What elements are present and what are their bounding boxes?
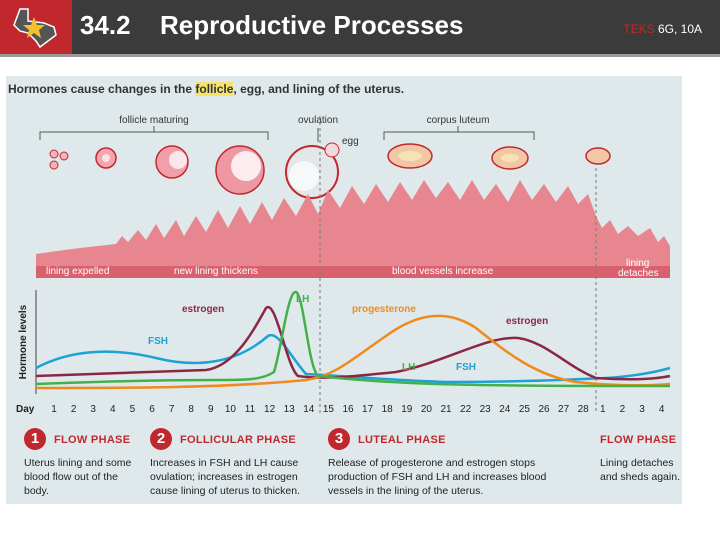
day-tick-label: 5 <box>130 404 136 415</box>
slide-header: 34.2 Reproductive Processes TEKS 6G, 10A <box>0 0 720 54</box>
day-tick-label: 13 <box>284 404 296 415</box>
day-tick-label: 28 <box>578 404 590 415</box>
follicle-medium-antrum <box>169 151 187 169</box>
label-progesterone: progesterone <box>352 304 416 315</box>
day-tick-label: 11 <box>245 404 256 415</box>
cycle-diagram: follicle maturing ovulation egg corpus l… <box>16 115 671 415</box>
day-tick-label: 12 <box>264 404 276 415</box>
figure-title: Hormones cause changes in the follicle, … <box>8 82 404 96</box>
label-lh-late: LH <box>402 362 415 373</box>
day-tick-label: 14 <box>303 404 315 415</box>
follicle-small-oocyte <box>102 154 110 162</box>
label-follicle-maturing: follicle maturing <box>119 115 188 126</box>
phase-2-number: 2 <box>150 428 172 450</box>
label-estrogen-early: estrogen <box>182 304 224 315</box>
corpus-luteum-medium-center <box>501 154 519 162</box>
header-logo-panel <box>0 0 72 54</box>
follicle-bracket <box>39 131 269 140</box>
label-new-lining-thickens: new lining thickens <box>174 266 258 277</box>
day-tick-label: 1 <box>51 404 57 415</box>
figure-title-end: , egg, and lining of the uterus. <box>233 82 405 96</box>
label-ovulation: ovulation <box>298 115 338 126</box>
figure-title-highlight: follicle <box>195 82 234 96</box>
day-tick-label: 20 <box>421 404 433 415</box>
label-estrogen-late: estrogen <box>506 316 548 327</box>
day-tick-label: 4 <box>110 404 116 415</box>
phase-1-description: Uterus lining and some blood flow out of… <box>24 457 132 497</box>
phase-2-description: Increases in FSH and LH cause ovulation;… <box>150 457 301 497</box>
follicle-large-antrum <box>231 151 261 181</box>
day-tick-label: 10 <box>225 404 237 415</box>
day-tick-label: 9 <box>208 404 214 415</box>
phase-1-title: FLOW PHASE <box>54 434 131 446</box>
day-tick-label: 8 <box>188 404 194 415</box>
follicle-tiny-2 <box>59 151 69 161</box>
follicle-ruptured-center <box>289 161 319 191</box>
label-blood-vessels-increase: blood vessels increase <box>392 266 494 277</box>
corpus-luteum-bracket <box>383 131 535 140</box>
day-tick-label: 21 <box>440 404 452 415</box>
header-divider <box>0 54 720 57</box>
label-lining-expelled: lining expelled <box>46 266 109 277</box>
progesterone-curve <box>35 314 671 390</box>
teks-word: TEKS <box>623 22 655 36</box>
day-tick-label: 23 <box>480 404 492 415</box>
phase-3-title: LUTEAL PHASE <box>358 434 446 446</box>
day-tick-label: 25 <box>519 404 531 415</box>
teks-label: TEKS 6G, 10A <box>623 22 702 36</box>
day-tick-label: 26 <box>538 404 550 415</box>
label-egg: egg <box>342 136 359 147</box>
phase-4-description: Lining detaches and sheds again. <box>600 457 680 483</box>
phase-2-title: FOLLICULAR PHASE <box>180 434 297 446</box>
released-egg <box>324 142 340 158</box>
day-tick-label: 7 <box>169 404 175 415</box>
day-tick-label: 3 <box>90 404 96 415</box>
day-tick-label: 6 <box>149 404 155 415</box>
corpus-luteum-stages <box>387 143 611 170</box>
label-fsh-early: FSH <box>148 336 168 347</box>
texas-logo-icon <box>13 8 57 49</box>
day-tick-label: 24 <box>499 404 511 415</box>
day-tick-label: 2 <box>71 404 77 415</box>
phase-1-number: 1 <box>24 428 46 450</box>
follicle-tiny-1 <box>49 149 59 159</box>
label-lining-detaches-2: detaches <box>618 268 659 279</box>
follicle-stages <box>49 142 340 199</box>
phase-3-number: 3 <box>328 428 350 450</box>
lh-curve <box>35 290 671 388</box>
label-lining-detaches-1: lining <box>626 258 649 269</box>
day-tick-label: 16 <box>342 404 354 415</box>
figure-title-start: Hormones cause changes in the <box>8 82 196 96</box>
follicle-tiny-3 <box>49 160 59 170</box>
day-tick-label: 2 <box>620 404 626 415</box>
section-title: Reproductive Processes <box>160 10 464 40</box>
day-tick-label: 3 <box>639 404 645 415</box>
label-fsh-late: FSH <box>456 362 476 373</box>
lining-base <box>36 266 670 278</box>
day-tick-label: 22 <box>460 404 472 415</box>
label-corpus-luteum: corpus luteum <box>427 115 490 126</box>
label-lh-early: LH <box>296 294 309 305</box>
teks-codes: 6G, 10A <box>657 22 702 36</box>
day-tick-label: 27 <box>558 404 570 415</box>
day-tick-label: 1 <box>600 404 606 415</box>
day-tick-label: 4 <box>659 404 665 415</box>
corpus-luteum-large-center <box>398 151 422 161</box>
menstrual-cycle-figure: Hormones cause changes in the follicle, … <box>6 76 682 504</box>
day-ticks: 1 2 3 4 5 6 7 8 9 10 11 12 13 14 15 16 17 18 19 20 21 22 23 24 2… <box>51 404 665 415</box>
x-axis-label: Day <box>16 404 35 415</box>
section-number: 34.2 <box>80 10 131 40</box>
phase-4-title: FLOW PHASE <box>600 434 677 446</box>
estrogen-curve <box>35 305 671 381</box>
day-tick-label: 17 <box>362 404 374 415</box>
phase-3-description: Release of progesterone and estrogen sto… <box>328 457 547 497</box>
uterine-lining <box>36 180 670 278</box>
day-tick-label: 19 <box>401 404 413 415</box>
day-tick-label: 18 <box>382 404 394 415</box>
corpus-luteum-small <box>585 147 611 165</box>
day-tick-label: 15 <box>323 404 335 415</box>
y-axis-label: Hormone levels <box>18 304 29 379</box>
hormone-curves <box>35 290 671 390</box>
